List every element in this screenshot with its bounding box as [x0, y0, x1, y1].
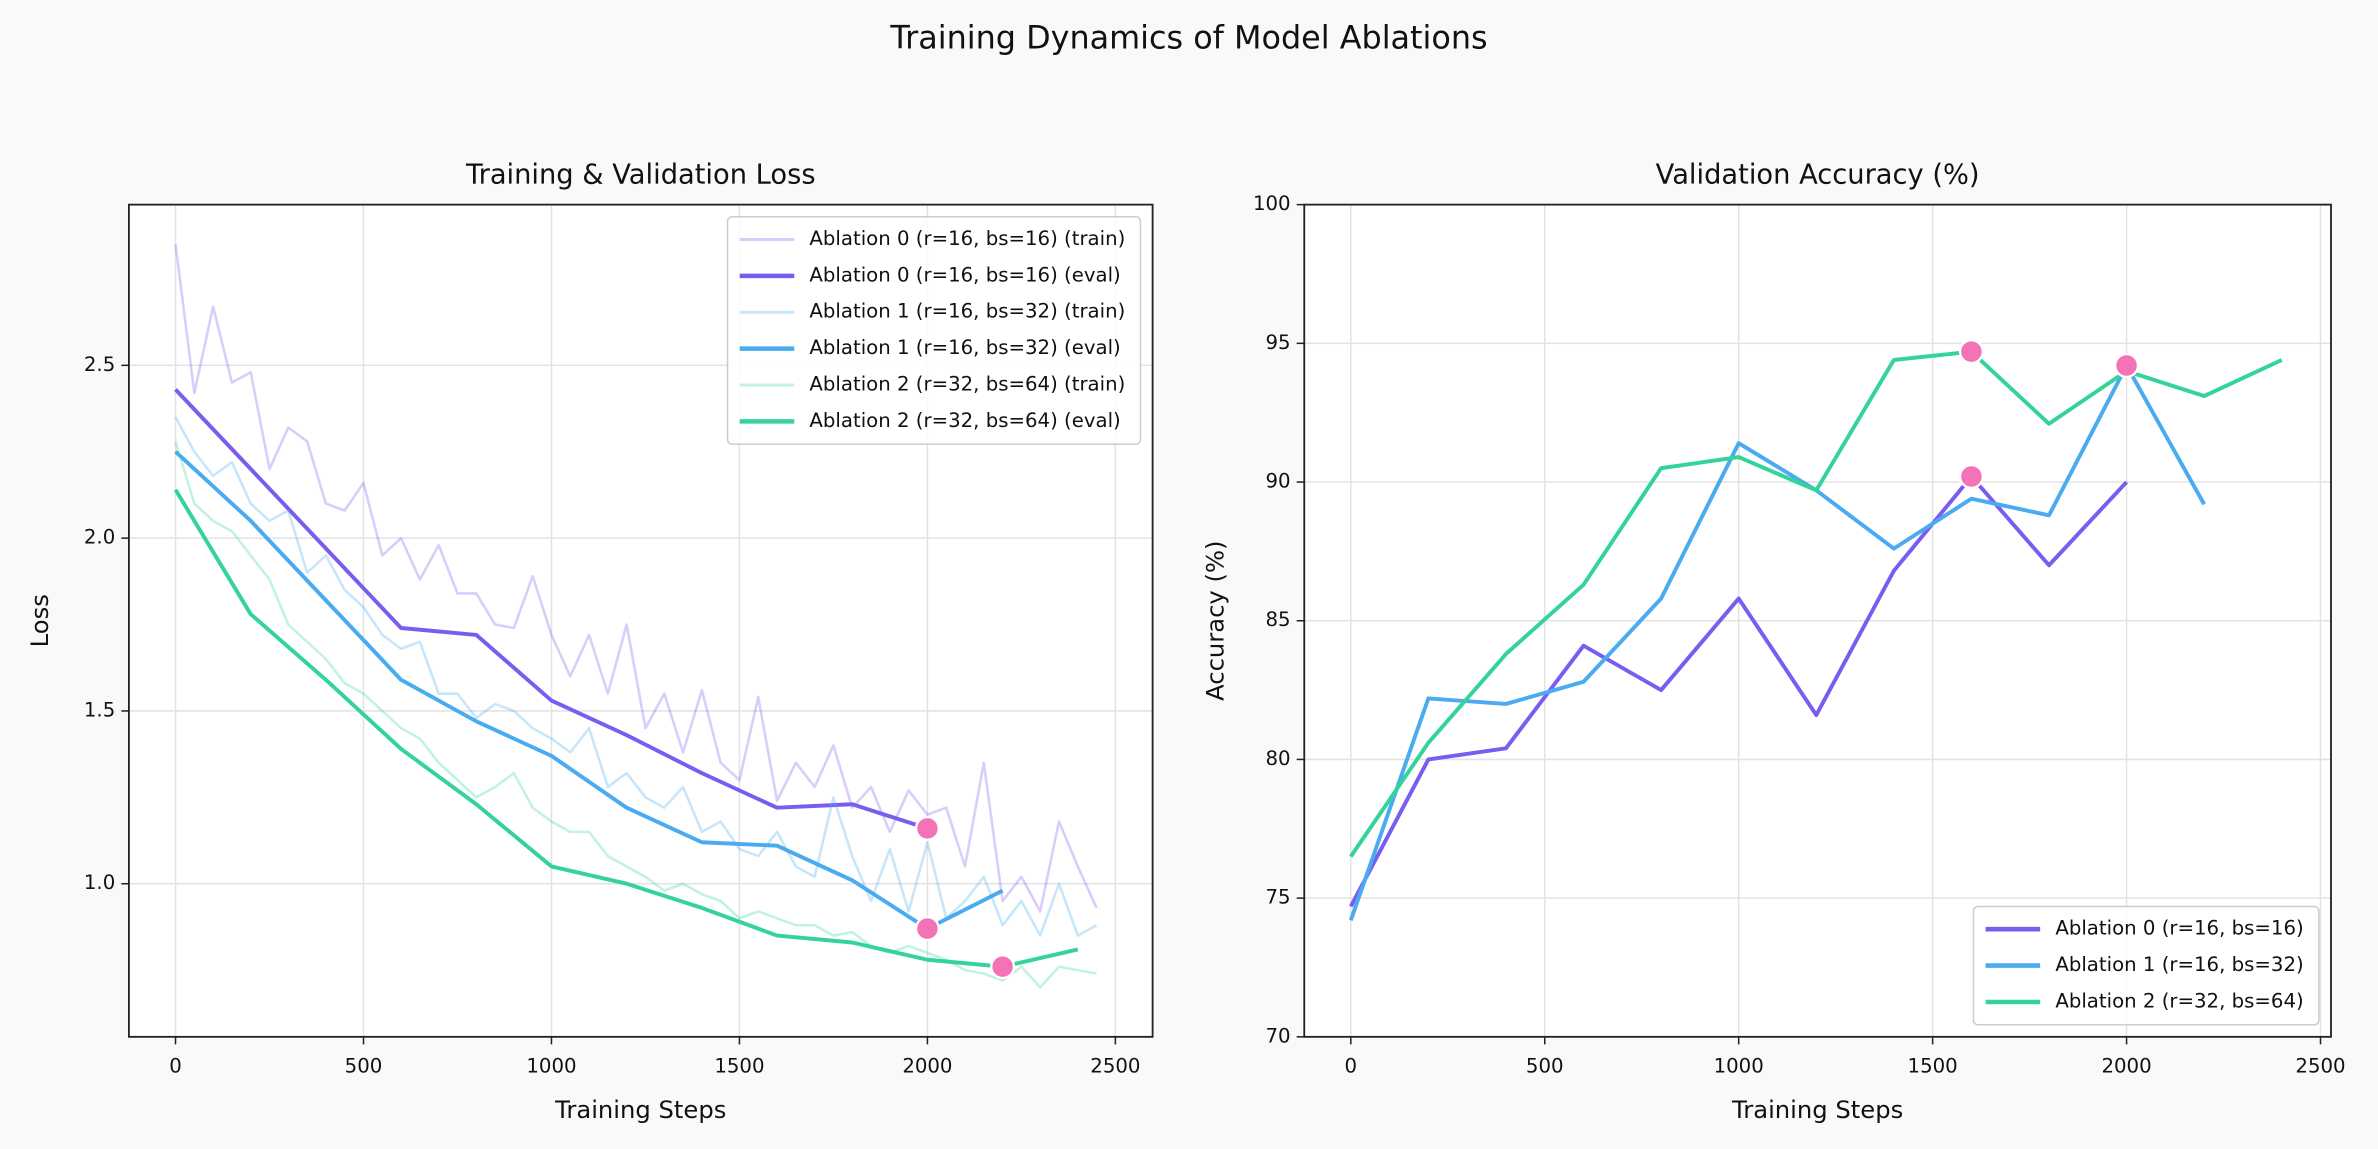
subplot: Validation Accuracy (%) Training Steps Acc… [1200, 159, 2345, 1124]
legend-label: Ablation 0 (r=16, bs=16) (eval) [809, 263, 1120, 286]
best-marker [914, 815, 940, 841]
legend-box [726, 216, 1142, 445]
series-line [174, 450, 1004, 931]
legend-label: Ablation 1 (r=16, bs=32) [2055, 953, 2303, 976]
axes-frame [127, 203, 1154, 1038]
y-tick-label: 80 [1266, 747, 1291, 770]
y-tick-label: 95 [1266, 331, 1291, 354]
x-tick-label: 1500 [1908, 1055, 1958, 1078]
legend-label: Ablation 1 (r=16, bs=32) (train) [809, 300, 1125, 323]
x-tick-label: 0 [1345, 1055, 1358, 1078]
legend-label: Ablation 1 (r=16, bs=32) (eval) [809, 336, 1120, 359]
legend-label: Ablation 2 (r=32, bs=64) [2055, 989, 2303, 1012]
y-axis-label: Accuracy (%) [1200, 541, 1229, 701]
x-axis-label: Training Steps [1731, 1095, 1903, 1124]
x-tick-label: 2000 [2101, 1055, 2151, 1078]
series-line [1348, 363, 2206, 921]
series-line [173, 488, 1079, 969]
x-tick-label: 1000 [1714, 1055, 1764, 1078]
y-tick-label: 2.0 [84, 526, 115, 549]
best-marker [1958, 339, 1984, 365]
legend-label: Ablation 2 (r=32, bs=64) (eval) [809, 409, 1120, 432]
axes-frame [1303, 203, 2332, 1038]
y-axis-label: Loss [25, 594, 54, 647]
legend: Ablation 0 (r=16, bs=16) (train) Ablation… [726, 216, 1142, 445]
y-tick-label: 75 [1266, 886, 1291, 909]
x-tick-label: 1500 [714, 1055, 764, 1078]
y-tick-label: 90 [1266, 470, 1291, 493]
x-tick-label: 2500 [2295, 1055, 2345, 1078]
x-tick-label: 500 [1526, 1055, 1564, 1078]
subplot: Training & Validation Loss Training Steps… [25, 159, 1154, 1124]
series-line [174, 388, 929, 831]
x-tick-label: 2000 [902, 1055, 952, 1078]
subplot-title: Validation Accuracy (%) [1656, 159, 1980, 190]
y-tick-label: 1.5 [84, 698, 115, 721]
y-tick-label: 1.0 [84, 871, 115, 894]
x-tick-label: 500 [345, 1055, 383, 1078]
x-tick-label: 1000 [526, 1055, 576, 1078]
y-tick-label: 85 [1266, 608, 1291, 631]
legend-label: Ablation 2 (r=32, bs=64) (train) [809, 373, 1125, 396]
series-line [174, 244, 1098, 913]
y-tick-label: 2.5 [84, 353, 115, 376]
series-line [174, 440, 1097, 989]
x-tick-label: 2500 [1090, 1055, 1140, 1078]
best-marker [990, 954, 1016, 980]
best-marker [1958, 463, 1984, 489]
legend: Ablation 0 (r=16, bs=16) Ablation 1 (r=16… [1972, 905, 2320, 1026]
legend-label: Ablation 0 (r=16, bs=16) [2055, 917, 2303, 940]
x-axis-label: Training Steps [554, 1095, 726, 1124]
series-line [174, 416, 1098, 937]
y-tick-label: 100 [1253, 192, 1291, 215]
legend-label: Ablation 0 (r=16, bs=16) (train) [809, 227, 1125, 250]
figure-title: Training Dynamics of Model Ablations [889, 18, 1487, 56]
best-marker [2114, 353, 2140, 379]
legend-box [1972, 905, 2320, 1026]
x-tick-label: 0 [169, 1055, 182, 1078]
best-marker [914, 916, 940, 942]
y-tick-label: 70 [1266, 1024, 1291, 1047]
subplot-title: Training & Validation Loss [465, 159, 816, 190]
